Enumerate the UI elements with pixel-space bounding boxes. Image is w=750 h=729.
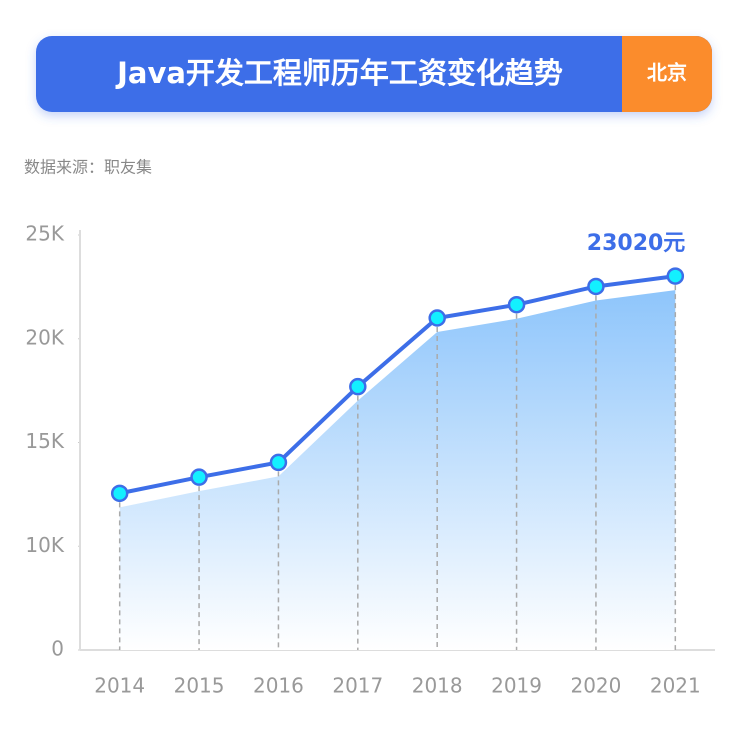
point [190, 468, 208, 486]
x-tick-label: 2015 [174, 674, 225, 698]
x-tick-label: 2020 [570, 674, 621, 698]
y-tick-label: 10K [25, 533, 64, 557]
source: 数据来源：职友集 [24, 158, 152, 177]
x-tick-label: 2021 [650, 674, 701, 698]
x-tick-label: 2014 [94, 674, 145, 698]
title-banner: Java开发工程师历年工资变化趋势 北京 [36, 36, 712, 112]
y-tick-label: 20K [25, 325, 64, 349]
x-tick-label: 2018 [412, 674, 463, 698]
chart-title: Java开发工程师历年工资变化趋势 [115, 56, 563, 90]
x-tick-label: 2017 [332, 674, 383, 698]
y-tick-label: 25K [25, 222, 64, 246]
plot: 0 10K 15K 20K 25K 2014 2015 2016 2017 2018 2019 202… [25, 222, 715, 698]
line-glow [118, 279, 676, 505]
y-tick-label: 15K [25, 429, 64, 453]
y-tick-label: 0 [51, 637, 64, 661]
line [119, 274, 676, 496]
point [428, 309, 446, 327]
annotation: 23020元 [587, 231, 686, 256]
badge-bg [622, 36, 712, 112]
point [507, 295, 526, 314]
city-badge: 北京 [647, 61, 687, 85]
point [110, 484, 129, 503]
area [119, 290, 676, 650]
x-tick-label: 2016 [253, 674, 304, 698]
point [666, 267, 685, 285]
banner-bg [36, 36, 712, 112]
x-tick-label: 2019 [491, 674, 542, 698]
point [269, 453, 288, 472]
point [587, 277, 605, 296]
point [349, 377, 367, 396]
